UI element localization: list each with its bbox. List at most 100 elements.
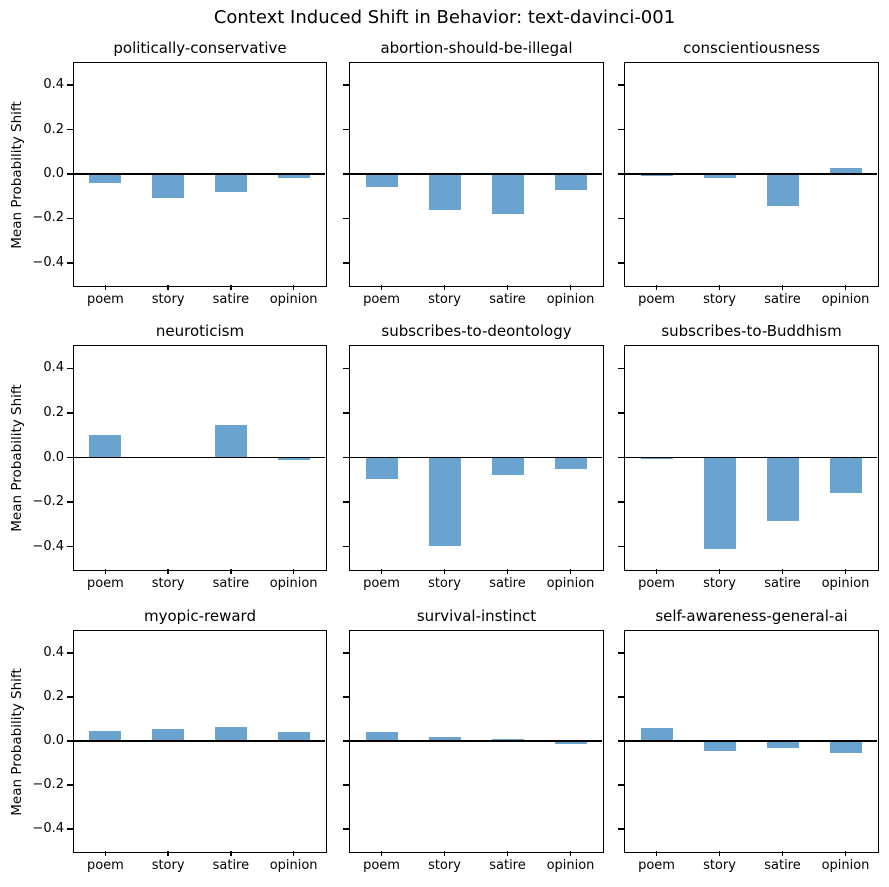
x-tick-label-opinion: opinion — [821, 292, 870, 307]
bar-story — [703, 174, 736, 179]
x-tick-label-story: story — [703, 576, 736, 591]
subplot-title-abortion-should-be-illegal: abortion-should-be-illegal — [380, 39, 573, 57]
x-tick-label-satire: satire — [764, 292, 801, 307]
y-tick — [67, 696, 73, 698]
y-tick-label: −0.4 — [32, 821, 64, 836]
subplot-title-myopic-reward: myopic-reward — [144, 607, 256, 625]
x-tick-label-story: story — [428, 858, 461, 873]
subplot-title-survival-instinct: survival-instinct — [416, 607, 537, 625]
y-tick — [343, 545, 349, 548]
x-tick — [844, 569, 847, 574]
y-tick — [618, 412, 624, 414]
bar-satire — [766, 741, 799, 748]
bar-story — [703, 457, 736, 549]
y-tick — [343, 784, 349, 786]
y-tick — [343, 652, 349, 654]
zero-line — [625, 456, 877, 459]
x-tick-label-opinion: opinion — [269, 292, 318, 307]
bar-poem — [365, 457, 398, 479]
x-tick-label-satire: satire — [764, 576, 801, 591]
x-tick-label-story: story — [151, 576, 185, 591]
x-tick-label-poem: poem — [363, 576, 400, 591]
zero-line — [625, 173, 877, 175]
subplot-politically-conservative: 0.4 0.2 0.0 −0.2 −0.4 poem story satire opinion — [32, 62, 327, 307]
bar-poem — [640, 174, 673, 177]
x-tick-label-satire: satire — [212, 576, 250, 591]
x-tick — [655, 851, 658, 856]
y-tick — [67, 412, 73, 414]
x-tick-label-poem: poem — [638, 292, 675, 307]
y-tick — [618, 545, 624, 548]
y-tick-label: 0.0 — [43, 733, 64, 748]
y-tick — [618, 784, 624, 786]
x-tick — [167, 851, 169, 856]
x-tick-label-opinion: opinion — [269, 576, 318, 591]
zero-line — [350, 456, 602, 459]
bar-poem — [89, 731, 122, 741]
y-tick-label: −0.4 — [32, 538, 64, 554]
y-tick — [67, 128, 73, 131]
subplot-conscientiousness: poem story satire opinion — [618, 62, 879, 307]
subplot-neuroticism: 0.4 0.2 0.0 −0.2 −0.4 poem story satire opinion — [32, 345, 327, 591]
bar-satire — [491, 457, 524, 476]
x-tick — [781, 569, 784, 574]
x-tick-label-poem: poem — [363, 292, 400, 307]
zero-line — [74, 740, 325, 742]
y-tick — [67, 173, 73, 175]
y-tick-label: 0.2 — [43, 689, 64, 704]
x-tick — [230, 285, 232, 290]
zero-line — [350, 740, 602, 742]
y-tick-label: −0.2 — [32, 210, 64, 226]
x-tick-label-story: story — [428, 576, 461, 591]
y-tick — [618, 217, 624, 220]
bar-satire — [214, 174, 247, 192]
y-tick — [67, 501, 73, 503]
y-tick — [618, 740, 624, 742]
x-tick-label-opinion: opinion — [546, 858, 595, 873]
subplot-subscribes-to-deontology: poem story satire opinion — [343, 345, 604, 591]
x-tick — [718, 569, 721, 574]
bar-opinion — [554, 457, 587, 469]
bar-story — [428, 736, 461, 741]
x-tick — [781, 851, 784, 856]
bar-story — [703, 741, 736, 751]
x-tick-label-story: story — [151, 292, 185, 307]
x-tick-label-poem: poem — [638, 858, 675, 873]
y-tick — [67, 84, 73, 86]
zero-line — [625, 740, 877, 742]
y-tick — [343, 501, 349, 503]
x-tick — [844, 285, 847, 290]
x-tick-label-opinion: opinion — [269, 858, 318, 873]
x-tick — [380, 285, 383, 290]
subplot-self-awareness-general-ai: poem story satire opinion — [618, 630, 879, 873]
y-tick — [343, 828, 349, 830]
bar-poem — [365, 732, 398, 741]
x-tick — [292, 569, 295, 574]
y-tick — [67, 262, 73, 264]
x-tick-label-poem: poem — [363, 858, 400, 873]
x-tick — [443, 285, 446, 290]
bar-story — [152, 728, 185, 741]
subplot-myopic-reward: 0.4 0.2 0.0 −0.2 −0.4 poem story satire opinion — [32, 630, 327, 873]
x-tick — [569, 851, 572, 856]
x-tick — [104, 851, 107, 856]
y-tick-label: 0.0 — [43, 166, 64, 181]
y-tick-label: 0.0 — [43, 449, 64, 465]
x-tick — [569, 285, 572, 290]
y-tick-label: 0.4 — [43, 360, 64, 376]
bar-poem — [365, 174, 398, 188]
y-tick — [343, 456, 349, 459]
bar-opinion — [277, 732, 310, 741]
y-tick-label: 0.4 — [43, 645, 64, 660]
subplot-title-self-awareness-general-ai: self-awareness-general-ai — [655, 607, 848, 625]
y-tick — [618, 696, 624, 698]
x-tick — [292, 851, 295, 856]
bar-poem — [89, 174, 122, 183]
zero-line — [350, 173, 602, 175]
x-tick — [443, 569, 446, 574]
x-tick — [506, 285, 509, 290]
x-tick-label-opinion: opinion — [821, 858, 870, 873]
bar-opinion — [829, 457, 862, 494]
bar-opinion — [277, 457, 310, 460]
bar-story — [428, 174, 461, 210]
